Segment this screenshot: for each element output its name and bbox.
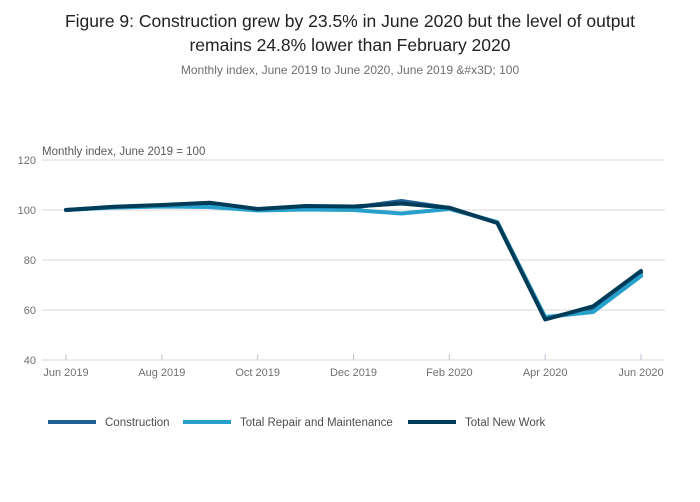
y-tick-label-120: 120 (18, 155, 36, 167)
x-tick-label-aug-2019: Aug 2019 (138, 367, 185, 379)
legend-item-total-repair-and-maintenance[interactable]: Total Repair and Maintenance (183, 417, 393, 429)
x-tick-label-oct-2019: Oct 2019 (235, 367, 280, 379)
y-tick-label-40: 40 (24, 355, 36, 367)
line-chart-plot: 120 100 80 60 40 Monthly index, June 2019 = 1… (18, 146, 665, 429)
legend-item-total-new-work[interactable]: Total New Work (408, 417, 546, 429)
x-tick-label-dec-2019: Dec 2019 (330, 367, 377, 379)
legend-item-construction[interactable]: Construction (48, 417, 170, 429)
unit-label: Monthly index, June 2019 = 100 (42, 146, 205, 158)
series-line-total-repair-and-maintenance[interactable] (64, 204, 643, 319)
legend-label-total-new-work: Total New Work (465, 417, 546, 429)
chart-subtitle: Monthly index, June 2019 to June 2020, J… (180, 63, 520, 77)
x-tick-label-jun-2020: Jun 2020 (618, 367, 663, 379)
x-tick-label-apr-2020: Apr 2020 (523, 367, 568, 379)
figure-9-chart: Figure 9: Construction grew by 23.5% in … (0, 9, 700, 502)
y-tick-label-100: 100 (18, 205, 36, 217)
chart-title: Figure 9: Construction grew by 23.5% in … (64, 11, 636, 55)
y-tick-label-60: 60 (24, 305, 36, 317)
series-line-total-new-work[interactable] (64, 200, 643, 322)
x-tick-label-feb-2020: Feb 2020 (426, 367, 472, 379)
legend-label-construction: Construction (105, 417, 170, 429)
legend-label-total-repair-and-maintenance: Total Repair and Maintenance (240, 417, 393, 429)
y-tick-label-80: 80 (24, 255, 36, 267)
x-tick-label-jun-2019: Jun 2019 (43, 367, 88, 379)
